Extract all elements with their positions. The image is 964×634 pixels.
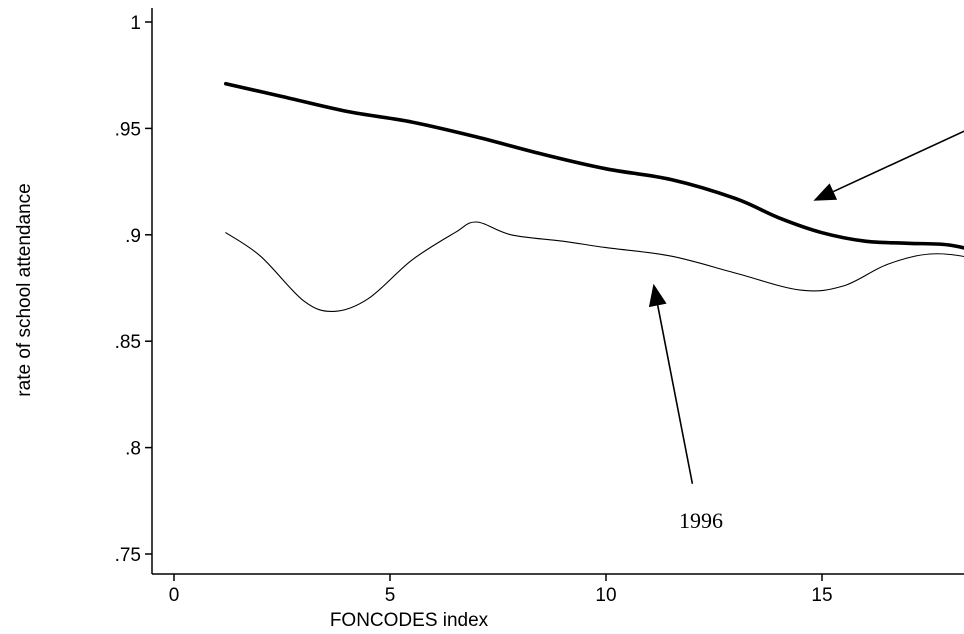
annotation-arrowhead-1993 <box>813 183 838 201</box>
x-tick-label: 10 <box>595 585 616 606</box>
y-axis-title: rate of school attendance <box>14 183 35 396</box>
annotation-layer: 19931996 <box>648 130 964 533</box>
annotation-arrow-1996 <box>656 305 694 484</box>
y-tick-label: 1 <box>130 13 141 34</box>
x-tick-label: 0 <box>169 585 180 606</box>
y-tick-label: .8 <box>125 439 141 460</box>
y-tick-label: .9 <box>125 226 141 247</box>
annotation-arrow-1993 <box>833 130 964 193</box>
y-tick-label: .95 <box>115 119 141 140</box>
x-tick-label: 15 <box>811 585 832 606</box>
series-line-1996 <box>225 221 964 312</box>
y-tick-label: .85 <box>115 332 141 353</box>
series-layer <box>224 81 964 312</box>
annotation-label-1996: 1996 <box>679 508 723 533</box>
x-ticks: 05101520253035 <box>169 574 833 606</box>
x-tick-label: 5 <box>385 585 396 606</box>
x-axis-title: FONCODES index <box>330 610 489 631</box>
axes: .75.8.85.9.951 05101520253035 <box>115 8 964 606</box>
annotation-arrowhead-1996 <box>648 283 667 308</box>
y-ticks: .75 .8 .85 .9 .95 1 <box>115 13 152 566</box>
y-tick-label: .75 <box>115 545 141 566</box>
series-line-1993 <box>224 81 964 250</box>
